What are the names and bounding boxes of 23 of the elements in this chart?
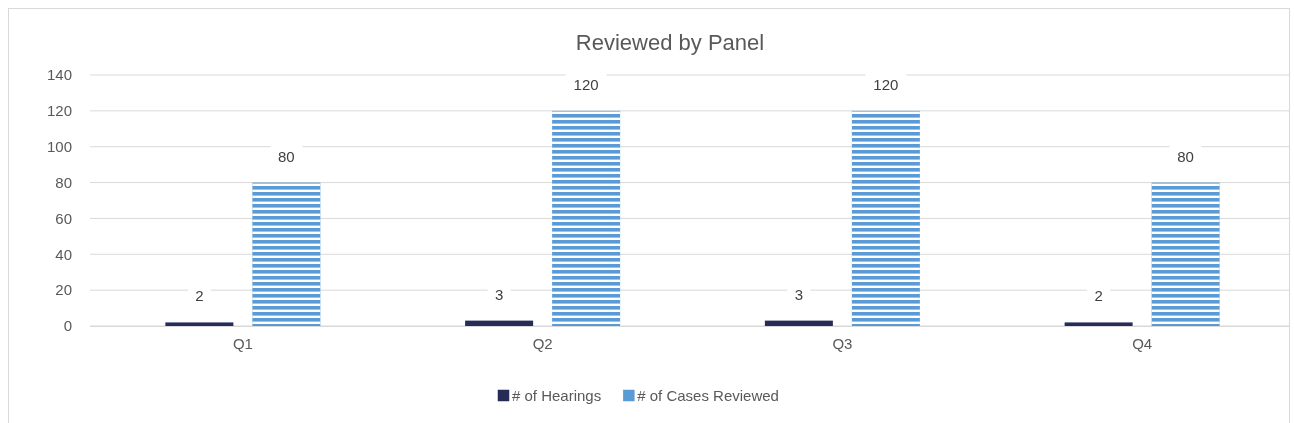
y-tick-label: 0 (63, 317, 72, 335)
data-label: 3 (494, 285, 504, 303)
data-label: 2 (1094, 287, 1103, 305)
data-label: 80 (278, 147, 295, 165)
legend-label: # of Cases Reviewed (637, 387, 779, 404)
y-tick-label: 60 (55, 209, 72, 227)
chart-title: Reviewed by Panel (575, 30, 765, 55)
y-tick-label: 40 (55, 245, 72, 263)
x-tick-label: Q4 (1132, 334, 1153, 352)
x-tick-label: Q1 (232, 334, 253, 352)
data-label: 120 (573, 75, 599, 93)
legend-label: # of Hearings (512, 387, 602, 404)
x-tick-label: Q2 (532, 334, 553, 352)
y-tick-label: 140 (46, 66, 72, 84)
y-tick-label: 100 (46, 138, 72, 156)
y-tick-label: 20 (55, 281, 72, 299)
data-label: 2 (195, 287, 204, 305)
data-label: 80 (1177, 147, 1194, 165)
x-tick-label: Q3 (832, 334, 853, 352)
y-tick-label: 80 (55, 173, 72, 191)
data-label: 3 (794, 285, 804, 303)
data-label: 120 (873, 75, 899, 93)
y-tick-label: 120 (46, 102, 72, 120)
